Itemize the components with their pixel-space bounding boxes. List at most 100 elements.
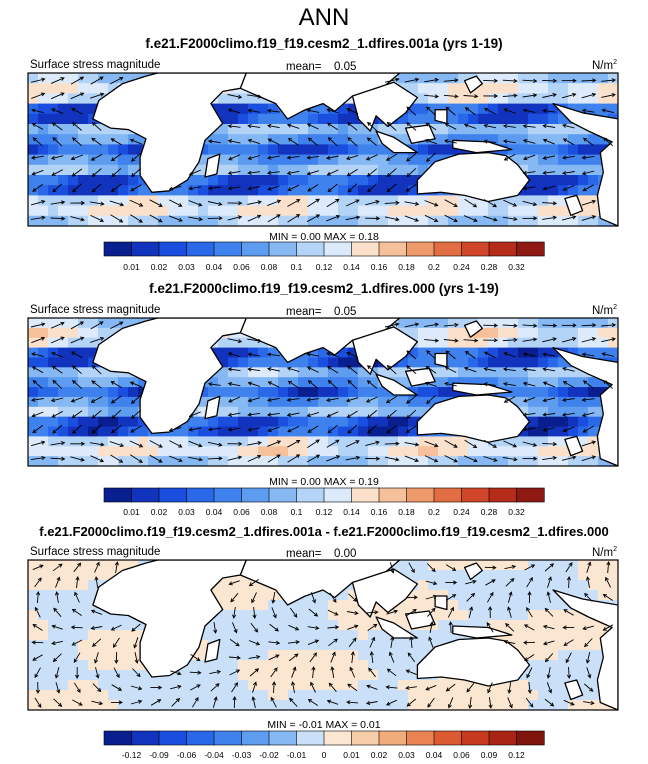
panel-3-cell xyxy=(58,610,69,621)
vector-arrowhead xyxy=(532,93,538,98)
vector-arrowhead xyxy=(473,458,478,463)
panel-1-cell xyxy=(438,215,449,226)
panel-3-cell xyxy=(58,590,69,601)
panel-2-cell xyxy=(68,367,79,378)
vector-arrow xyxy=(251,592,257,603)
vector-arrowhead xyxy=(425,122,430,127)
vector-arrow xyxy=(367,122,377,131)
panel-2-cell xyxy=(368,456,379,466)
vector-arrow xyxy=(568,666,570,679)
panel-2-cell xyxy=(198,456,209,466)
vector-arrow xyxy=(91,153,103,161)
panel-3-cell xyxy=(588,640,599,651)
vector-arrowhead xyxy=(129,381,135,386)
panel-3-cell xyxy=(578,650,589,661)
vector-arrowhead xyxy=(493,217,498,222)
panel-3-cell xyxy=(348,640,359,651)
vector-arrowhead xyxy=(119,76,124,81)
panel-1-cell xyxy=(538,73,549,84)
vector-arrow xyxy=(484,140,497,144)
vector-arrow xyxy=(328,380,338,390)
panel-2-cell xyxy=(368,436,379,447)
panel-1-cell xyxy=(558,93,569,105)
panel-3-cell xyxy=(58,560,69,571)
vector-arrow xyxy=(326,352,339,358)
panel-3-cell xyxy=(38,650,49,661)
vector-arrow xyxy=(464,367,477,373)
vector-arrowhead xyxy=(354,624,359,629)
vector-arrowhead xyxy=(110,381,115,385)
panel-2-cell xyxy=(328,416,339,428)
vector-arrow xyxy=(130,685,142,690)
vector-arrow xyxy=(228,396,241,403)
vector-arrowhead xyxy=(469,606,474,611)
panel-2-cell xyxy=(378,387,389,398)
vector-arrow xyxy=(228,140,241,144)
vector-arrow xyxy=(287,124,300,129)
vector-arrow xyxy=(267,440,281,447)
panel-3-cell xyxy=(558,690,569,701)
panel-1-cell xyxy=(468,113,479,125)
panel-1-cell xyxy=(568,175,579,186)
colorbar-tick-label: 0.24 xyxy=(453,507,470,517)
panel-2-cell xyxy=(388,406,399,418)
panel-2-cell xyxy=(38,426,49,437)
vector-arrowhead xyxy=(563,642,568,646)
panel-1-cell xyxy=(458,93,469,105)
vector-arrowhead xyxy=(118,458,124,463)
vector-arrow xyxy=(563,426,575,432)
panel-2-land-9 xyxy=(416,394,531,443)
vector-arrow xyxy=(327,366,339,374)
panel-2-cell xyxy=(38,337,49,349)
vector-arrowhead xyxy=(414,442,420,447)
vector-arrow xyxy=(267,124,280,129)
panel-1-cell xyxy=(228,154,239,166)
panel-2-cell xyxy=(498,456,509,466)
vector-arrow xyxy=(92,409,102,419)
vector-arrowhead xyxy=(488,704,493,709)
panel-3-cell xyxy=(308,640,319,651)
vector-arrowhead xyxy=(549,702,555,707)
panel-1-cell xyxy=(258,175,269,186)
vector-arrow xyxy=(130,214,143,223)
panel-1-cell xyxy=(328,154,339,166)
panel-1-cell xyxy=(88,73,99,84)
vector-arrow xyxy=(346,397,359,402)
colorbar-tick-label: 0.18 xyxy=(398,262,415,272)
vector-arrow xyxy=(131,623,141,632)
panel-3-cell xyxy=(528,590,539,601)
panel-2-cell xyxy=(528,456,539,466)
panel-3-cell xyxy=(508,630,519,641)
panel-2-cell xyxy=(78,357,89,368)
panel-2-cell xyxy=(508,357,519,368)
vector-arrowhead xyxy=(572,455,577,460)
vector-arrowhead xyxy=(464,351,470,355)
vector-arrowhead xyxy=(31,171,36,176)
vector-arrowhead xyxy=(228,581,233,586)
panel-2-cell xyxy=(178,456,189,466)
vector-arrowhead xyxy=(346,172,351,177)
vector-arrow xyxy=(502,457,517,461)
panel-3-cell xyxy=(208,620,219,631)
panel-1-cell xyxy=(198,195,209,207)
panel-1-cell xyxy=(78,154,89,166)
panel-1-cell xyxy=(328,134,339,145)
vector-arrowhead xyxy=(507,689,512,694)
vector-arrow xyxy=(95,667,99,678)
vector-arrowhead xyxy=(347,365,352,370)
panel-2-cell xyxy=(538,416,549,428)
vector-arrowhead xyxy=(445,106,450,111)
vector-arrow xyxy=(331,667,335,678)
panel-3-cell xyxy=(348,700,359,710)
vector-arrow xyxy=(502,216,517,220)
vector-arrow xyxy=(247,455,261,462)
panel-3-cell xyxy=(378,640,389,651)
vector-arrow xyxy=(50,442,65,446)
colorbar-swatch xyxy=(351,730,380,746)
panel-1-cell xyxy=(68,93,79,105)
panel-2-cell xyxy=(288,387,299,398)
panel-2-cell xyxy=(38,416,49,428)
colorbar-swatch xyxy=(378,241,408,257)
vector-arrow xyxy=(92,365,102,375)
panel-3-cell xyxy=(248,620,259,631)
